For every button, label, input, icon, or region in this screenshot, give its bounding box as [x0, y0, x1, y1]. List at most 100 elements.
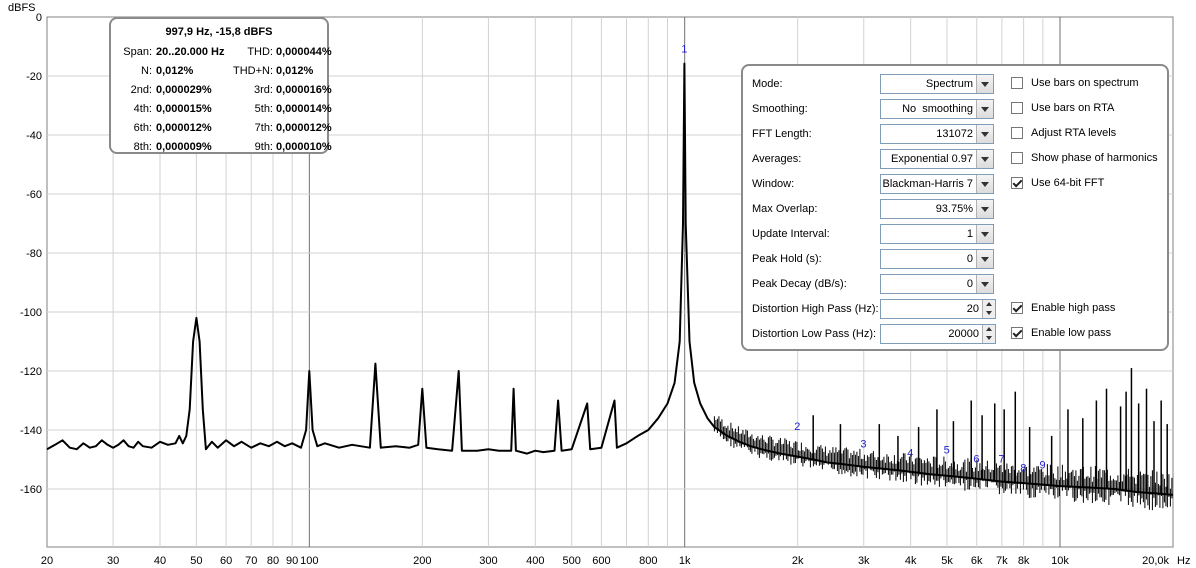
x-tick-label: 800 — [639, 555, 657, 567]
spin-down-icon[interactable] — [982, 334, 995, 343]
row-mode: Mode: Spectrum Use bars on spectrum — [743, 74, 1167, 94]
x-tick-label: 30 — [107, 555, 119, 567]
averages-value: Exponential 0.97 — [891, 153, 973, 165]
harmonic-marker: 6 — [973, 453, 979, 465]
checkbox-box[interactable] — [1011, 127, 1023, 139]
info-row-noise: N: 0,012% THD+N: 0,012% — [111, 65, 327, 79]
x-tick-label: 400 — [526, 555, 544, 567]
y-tick-label: -20 — [26, 71, 42, 83]
window-label: Window: — [752, 178, 795, 190]
h7-value: 0,000012% — [276, 122, 332, 134]
peak-decay-value: 0 — [966, 278, 973, 290]
checkbox-label: Use 64-bit FFT — [1031, 177, 1105, 189]
x-tick-label: 2k — [792, 555, 804, 567]
y-tick-label: -60 — [26, 189, 42, 201]
x-tick-label: 7k — [996, 555, 1008, 567]
x-tick-label: 200 — [413, 555, 431, 567]
x-tick-label: 60 — [220, 555, 232, 567]
mode-label: Mode: — [752, 78, 783, 90]
window-select[interactable]: Blackman-Harris 7 — [880, 174, 994, 194]
checkbox-label: Adjust RTA levels — [1031, 127, 1117, 139]
x-tick-label: 10k — [1051, 555, 1069, 567]
chevron-down-icon[interactable] — [976, 225, 993, 243]
h6-label: 6th: — [133, 122, 152, 134]
span-label: Span: — [123, 46, 152, 58]
h5-value: 0,000014% — [276, 103, 332, 115]
spin-down-icon[interactable] — [982, 309, 995, 318]
peak-decay-label: Peak Decay (dB/s): — [752, 278, 847, 290]
max-overlap-label: Max Overlap: — [752, 203, 818, 215]
checkbox-label: Use bars on spectrum — [1031, 77, 1139, 89]
h9-value: 0,000010% — [276, 141, 332, 153]
max-overlap-value: 93.75% — [935, 203, 973, 215]
h9-label: 9th: — [254, 141, 273, 153]
h8-label: 8th: — [133, 141, 152, 153]
mode-select[interactable]: Spectrum — [880, 74, 994, 94]
checkbox-box[interactable] — [1011, 327, 1023, 339]
peak-decay-select[interactable]: 0 — [880, 274, 994, 294]
update-interval-select[interactable]: 1 — [880, 224, 994, 244]
fft-length-select[interactable]: 131072 — [880, 124, 994, 144]
window-value: Blackman-Harris 7 — [882, 178, 973, 190]
h4-value: 0,000015% — [156, 103, 212, 115]
info-row-h2-h3: 2nd: 0,000029% 3rd: 0,000016% — [111, 84, 332, 98]
checkbox-box[interactable] — [1011, 152, 1023, 164]
chevron-down-icon[interactable] — [976, 250, 993, 268]
noise-label: N: — [141, 65, 152, 77]
x-tick-label: 4k — [905, 555, 917, 567]
h6-value: 0,000012% — [156, 122, 212, 134]
x-tick-label: 1k — [679, 555, 691, 567]
chevron-down-icon[interactable] — [976, 200, 993, 218]
chevron-down-icon[interactable] — [976, 100, 993, 118]
mode-value: Spectrum — [925, 78, 973, 90]
y-tick-label: -160 — [20, 484, 42, 496]
x-tick-label: 70 — [245, 555, 257, 567]
averages-select[interactable]: Exponential 0.97 — [880, 149, 994, 169]
row-max-overlap: Max Overlap: 93.75% — [743, 199, 1167, 219]
chevron-down-icon[interactable] — [976, 275, 993, 293]
info-row-h6-h7: 6th: 0,000012% 7th: 0,000012% — [111, 122, 332, 136]
peak-hold-label: Peak Hold (s): — [752, 253, 822, 265]
info-row-span: Span: 20..20.000 Hz THD: 0,000044% — [111, 46, 331, 60]
peak-hold-value: 0 — [966, 253, 973, 265]
max-overlap-select[interactable]: 93.75% — [880, 199, 994, 219]
chevron-down-icon[interactable] — [976, 175, 993, 193]
x-tick-label: 40 — [154, 555, 166, 567]
checkbox-label: Enable high pass — [1031, 302, 1116, 314]
y-axis-label: dBFS — [8, 2, 36, 14]
harmonic-marker: 3 — [860, 439, 866, 451]
x-axis-unit: Hz — [1177, 555, 1190, 567]
chevron-down-icon[interactable] — [976, 150, 993, 168]
thdn-value: 0,012% — [276, 65, 314, 77]
h2-label: 2nd: — [130, 84, 152, 96]
row-fft-length: FFT Length: 131072 Adjust RTA levels — [743, 124, 1167, 144]
smoothing-value: No smoothing — [902, 103, 973, 115]
x-tick-label: 5k — [941, 555, 953, 567]
spin-up-icon[interactable] — [982, 325, 995, 334]
dist-high-pass-input[interactable]: 20 — [880, 299, 996, 319]
y-tick-label: 0 — [36, 12, 42, 24]
h7-label: 7th: — [254, 122, 273, 134]
peak-hold-select[interactable]: 0 — [880, 249, 994, 269]
smoothing-select[interactable]: No smoothing — [880, 99, 994, 119]
chevron-down-icon[interactable] — [976, 125, 993, 143]
averages-label: Averages: — [752, 153, 802, 165]
checkbox-box[interactable] — [1011, 77, 1023, 89]
checkbox-box[interactable] — [1011, 102, 1023, 114]
y-tick-label: -40 — [26, 130, 42, 142]
harmonic-markers: 1 2 3 4 5 6 7 8 9 — [681, 43, 1045, 474]
x-tick-label: 20 — [41, 555, 53, 567]
harmonic-marker: 1 — [681, 43, 687, 55]
x-tick-label: 8k — [1018, 555, 1030, 567]
checkbox-box[interactable] — [1011, 177, 1023, 189]
chevron-down-icon[interactable] — [976, 75, 993, 93]
checkbox-box[interactable] — [1011, 302, 1023, 314]
dist-low-pass-input[interactable]: 20000 — [880, 324, 996, 344]
row-window: Window: Blackman-Harris 7 Use 64-bit FFT — [743, 174, 1167, 194]
spin-up-icon[interactable] — [982, 300, 995, 309]
fft-length-label: FFT Length: — [752, 128, 812, 140]
dist-high-pass-value: 20 — [966, 303, 979, 315]
row-distortion-low-pass: Distortion Low Pass (Hz): 20000 Enable l… — [743, 324, 1167, 344]
measurement-info-box: 997,9 Hz, -15,8 dBFS Span: 20..20.000 Hz… — [109, 17, 332, 154]
harmonic-marker: 8 — [1020, 462, 1026, 474]
